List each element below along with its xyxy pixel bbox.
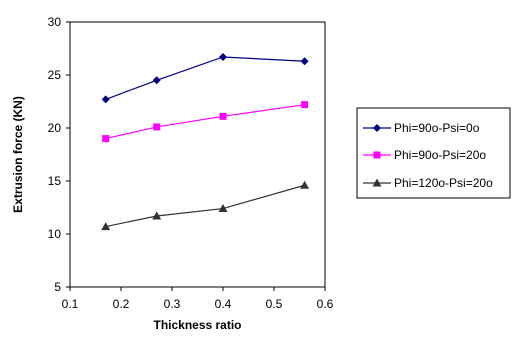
y-tick-label: 15 [48,174,62,188]
x-tick-label: 0.6 [317,297,334,311]
y-tick-label: 20 [48,121,62,135]
legend-label: Phi=120o-Psi=20o [394,176,493,190]
x-tick-label: 0.4 [215,297,232,311]
legend-swatch-marker [373,151,381,159]
y-axis-ticks: 5 10 15 20 25 30 [48,15,70,294]
series-3 [101,180,310,231]
legend-label: Phi=90o-Psi=20o [394,148,486,162]
data-point [218,204,228,213]
data-point [219,52,227,61]
x-axis-title: Thickness ratio [153,318,241,332]
data-point [101,222,111,231]
legend-label: Phi=90o-Psi=0o [394,121,480,135]
x-axis-ticks: 0.1 0.2 0.3 0.4 0.5 0.6 [62,287,334,311]
data-point [300,180,310,189]
data-point [102,135,110,143]
x-tick-label: 0.5 [266,297,283,311]
data-point [300,57,309,66]
series-1 [101,52,309,104]
series-line [105,184,305,228]
y-tick-label: 25 [48,68,62,82]
data-point [301,101,309,109]
y-tick-label: 30 [48,15,62,29]
y-tick-label: 5 [54,280,61,294]
data-point [152,211,162,220]
legend-box [356,107,511,199]
data-point [153,123,161,131]
legend: Phi=90o-Psi=0o Phi=90o-Psi=20o Phi=120o-Ps… [356,107,511,199]
legend-swatch-marker [373,124,381,132]
y-axis-title: Extrusion force (KN) [11,96,25,213]
series-line [105,56,305,100]
legend-item: Phi=90o-Psi=0o [363,121,480,135]
x-tick-label: 0.2 [113,297,130,311]
x-tick-label: 0.1 [62,297,79,311]
series-2 [102,101,309,143]
plot-frame [69,21,326,288]
legend-item: Phi=90o-Psi=20o [363,148,486,162]
plot-area [69,21,326,288]
data-point [219,112,227,120]
series-layer [101,52,310,231]
legend-swatch-marker [372,178,382,187]
legend-item: Phi=120o-Psi=20o [363,176,493,190]
data-point [152,76,161,85]
x-tick-label: 0.3 [164,297,181,311]
data-point [101,95,110,104]
series-line [105,104,305,140]
y-tick-label: 10 [48,227,62,241]
